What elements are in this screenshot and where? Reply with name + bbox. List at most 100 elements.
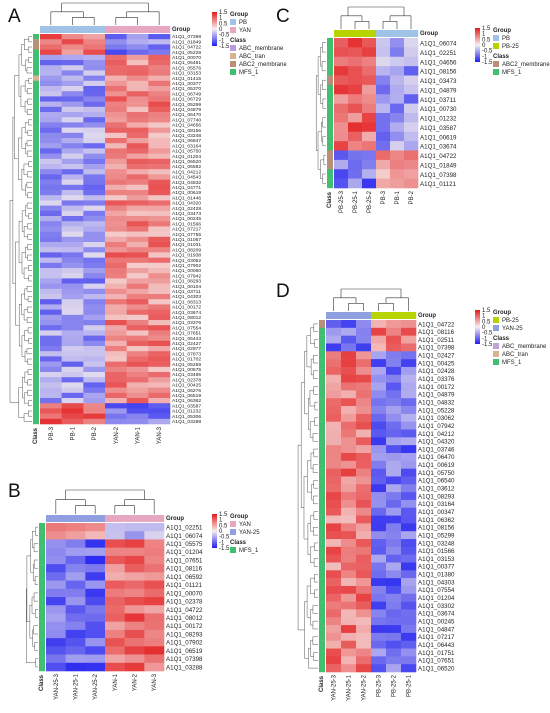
row-label: A1Q1_00245 <box>418 619 455 626</box>
heatmap-cell <box>40 387 62 394</box>
heatmap-cell <box>83 174 106 180</box>
heatmap-cell <box>326 585 342 595</box>
heatmap-cell <box>124 555 145 565</box>
heatmap-cell <box>105 54 127 61</box>
row-label: A1Q1_02378 <box>166 599 203 606</box>
column-label: PB-3 <box>381 190 387 204</box>
row-label: A1Q1_01121 <box>166 582 203 589</box>
heatmap-cell <box>40 413 62 420</box>
heatmap-cell <box>386 554 402 563</box>
class-annotation-cell <box>39 572 45 581</box>
heatmap-cell <box>40 122 62 128</box>
row-label: A1Q1_00575 <box>172 367 201 373</box>
heatmap-cell <box>148 304 171 310</box>
heatmap-cell <box>85 580 106 590</box>
heatmap-cell <box>46 531 66 540</box>
heatmap-cell <box>390 141 405 151</box>
heatmap-cell <box>61 195 84 201</box>
heatmap-cell <box>61 190 84 196</box>
heatmap-cell <box>83 361 106 368</box>
heatmap-cell <box>386 609 402 618</box>
row-label: A1Q1_02378 <box>172 377 201 383</box>
heatmap-cell <box>148 174 171 180</box>
heatmap-cell <box>386 625 402 634</box>
heatmap-cell <box>105 398 127 404</box>
heatmap-cell <box>386 476 402 485</box>
heatmap-cell <box>148 86 171 92</box>
heatmap-cell <box>105 210 127 217</box>
heatmap-cell <box>148 91 171 97</box>
heatmap-cell <box>85 547 106 557</box>
heatmap-cell <box>386 656 402 665</box>
class-annotation-cell <box>33 377 39 383</box>
heatmap-cell <box>61 356 84 362</box>
heatmap-cell <box>386 445 402 454</box>
heatmap-cell <box>371 531 387 540</box>
heatmap-cell <box>105 572 125 581</box>
heatmap-cell <box>83 132 106 139</box>
column-label: PB-25-1 <box>353 190 359 213</box>
heatmap-cell <box>61 75 84 82</box>
heatmap-cell <box>144 539 165 548</box>
heatmap-cell <box>83 65 106 71</box>
heatmap-cell <box>341 562 357 571</box>
heatmap-cell <box>401 507 417 516</box>
heatmap-cell <box>105 86 127 92</box>
row-label: A1Q1_01938 <box>172 253 201 259</box>
row-label: A1Q1_08116 <box>166 566 203 573</box>
heatmap-cell <box>341 546 357 555</box>
row-label: A1Q1_06074 <box>420 41 457 48</box>
heatmap-cell <box>148 169 171 175</box>
heatmap-cell <box>341 523 357 532</box>
heatmap-cell <box>105 613 125 622</box>
group-annotation-cell <box>334 30 349 37</box>
heatmap-cell <box>341 632 357 642</box>
heatmap-cell <box>148 403 171 409</box>
heatmap-cell <box>61 314 84 321</box>
heatmap-cell <box>83 351 106 357</box>
heatmap-cell <box>401 390 417 399</box>
class-annotation-cell <box>33 54 39 61</box>
heatmap-cell <box>371 562 387 571</box>
heatmap-cell <box>386 546 402 555</box>
heatmap-cell <box>105 288 127 295</box>
row-label: A1Q1_07398 <box>172 34 201 40</box>
group-annotation-cell <box>144 515 165 522</box>
row-label: A1Q1_03302 <box>418 603 455 610</box>
row-label: A1Q1_04303 <box>172 294 201 300</box>
class-legend-swatch <box>230 547 236 553</box>
heatmap-cell <box>40 210 62 217</box>
heatmap-cell <box>83 330 106 336</box>
heatmap-cell <box>371 601 387 610</box>
heatmap-cell <box>401 656 417 665</box>
heatmap-cell <box>341 452 357 462</box>
heatmap-cell <box>126 356 149 362</box>
row-label: A1Q1_00377 <box>418 564 455 571</box>
heatmap-cell <box>401 429 417 438</box>
class-annotation-cell <box>33 39 39 45</box>
row-label: A1Q1_07873 <box>172 351 201 357</box>
class-annotation-cell <box>319 335 325 344</box>
heatmap-cell <box>40 205 62 212</box>
column-label: YAN-3 <box>157 426 163 444</box>
heatmap-cell <box>61 148 84 154</box>
heatmap-cell <box>144 597 165 606</box>
heatmap-cell <box>148 247 171 253</box>
heatmap-cell <box>126 257 149 264</box>
heatmap-cell <box>85 613 106 622</box>
heatmap-cell <box>105 75 127 82</box>
heatmap-cell <box>326 570 342 579</box>
class-legend-swatch <box>493 61 499 67</box>
heatmap-cell <box>61 398 84 404</box>
group-annotation-cell <box>65 515 86 522</box>
heatmap-cell <box>341 617 357 626</box>
heatmap-cell <box>326 578 342 587</box>
heatmap-cell <box>326 445 342 454</box>
class-annotation-cell <box>33 164 39 170</box>
heatmap-cell <box>105 216 127 222</box>
row-label: A1Q1_03062 <box>172 258 201 264</box>
heatmap-cell <box>148 278 171 284</box>
class-annotation-cell <box>319 617 325 626</box>
column-label: PB-25-3 <box>377 674 383 697</box>
heatmap-cell <box>356 507 372 516</box>
